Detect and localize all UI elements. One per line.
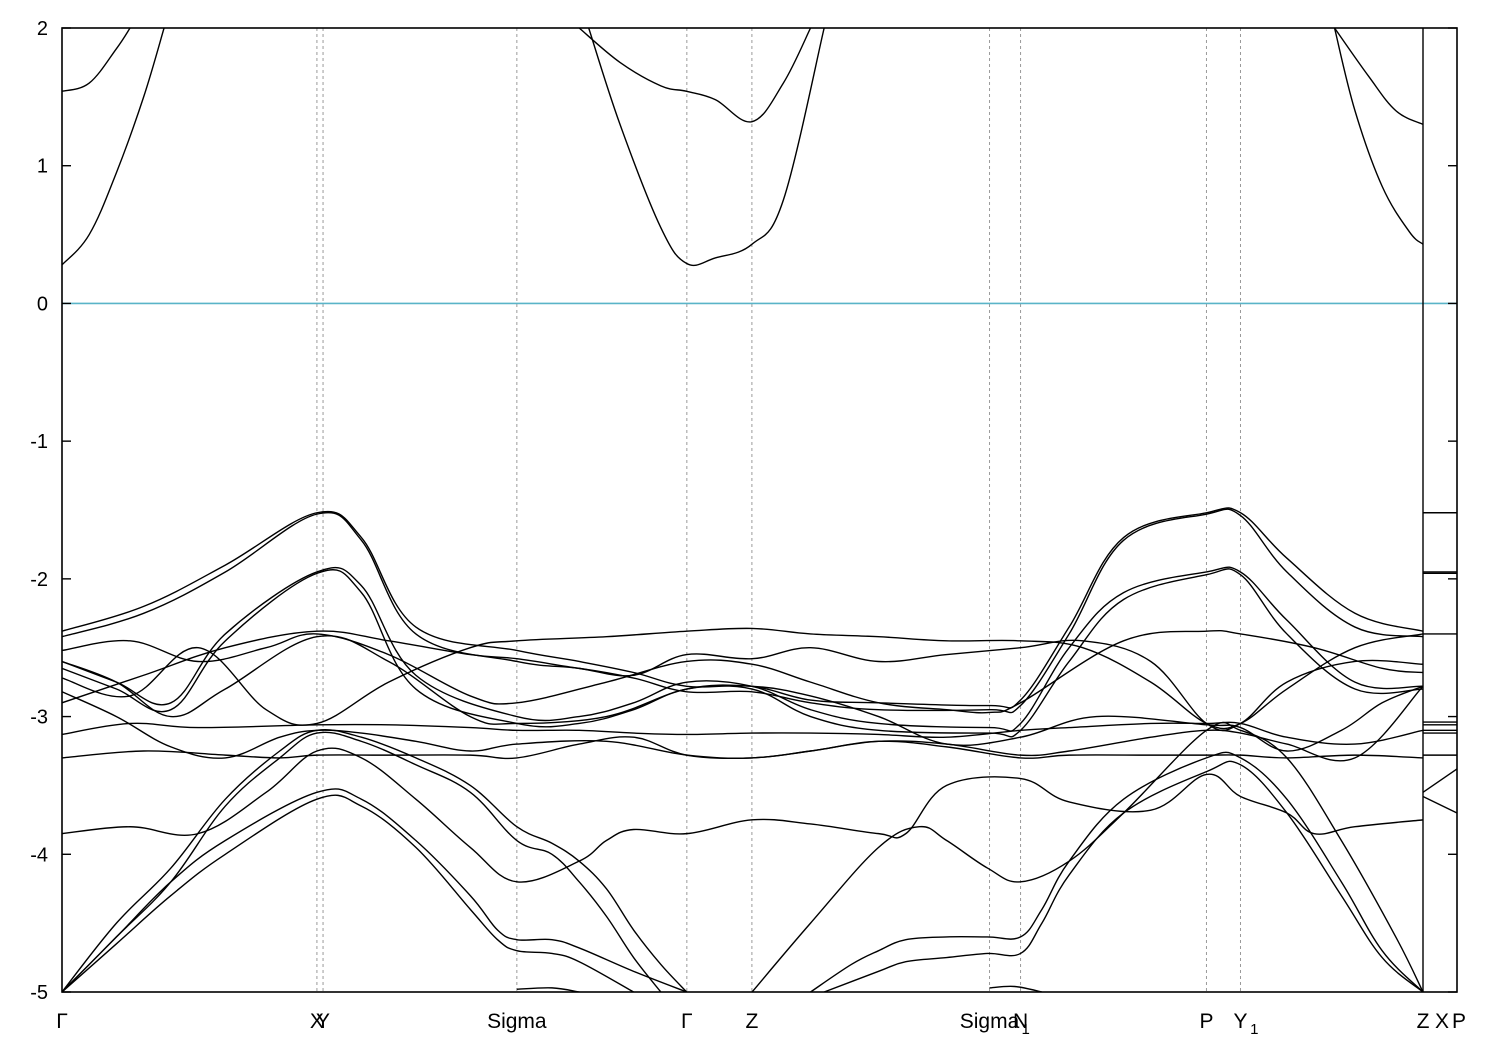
xtick-label-11: X xyxy=(1435,1010,1449,1033)
band-series xyxy=(62,28,1423,992)
band-19 xyxy=(62,731,662,992)
inset-panel xyxy=(1422,512,1458,814)
outer-frame xyxy=(61,27,1458,993)
xtick-label-7: N xyxy=(1013,1010,1028,1033)
ytick-label-4: -2 xyxy=(30,569,48,591)
band-20 xyxy=(62,788,687,992)
xtick-sub-9: 1 xyxy=(1250,1021,1258,1038)
ytick-label-6: -4 xyxy=(30,844,48,866)
band-8 xyxy=(62,566,1423,732)
xtick-label-4: Γ xyxy=(681,1010,693,1033)
band-6 xyxy=(62,507,1423,709)
ytick-label-7: -5 xyxy=(30,982,48,1004)
xtick-label-1: X xyxy=(310,1010,324,1033)
band-9 xyxy=(62,568,1423,738)
x-axis-ticks: Γ XY Sigma Γ Z Sigma 1N P Y 1 Z X P xyxy=(56,1010,1466,1038)
band-24 xyxy=(751,721,1423,992)
ytick-label-5: -3 xyxy=(30,707,48,729)
xtick-label-3: Sigma xyxy=(487,1010,547,1033)
xtick-label-6: Sigma xyxy=(960,1010,1020,1033)
ytick-label-0: 2 xyxy=(37,18,48,40)
band-23 xyxy=(823,760,1423,992)
band-11 xyxy=(62,630,1423,732)
ytick-label-2: 0 xyxy=(37,293,48,315)
y-axis-ticks: 2 1 0 -1 -2 -3 -4 -5 xyxy=(30,18,1457,1004)
band-10 xyxy=(62,629,1423,714)
band-16 xyxy=(62,736,1423,760)
band-2 xyxy=(588,28,825,267)
band-18 xyxy=(62,728,688,992)
xtick-label-10: Z xyxy=(1417,1010,1430,1033)
xtick-label-12: P xyxy=(1452,1010,1466,1033)
band-17 xyxy=(62,747,1423,883)
ytick-label-3: -1 xyxy=(30,431,48,453)
band-14 xyxy=(62,635,1423,752)
xtick-sub-6: 1 xyxy=(1022,1021,1030,1038)
band-21 xyxy=(62,794,634,992)
band-5 xyxy=(1333,28,1423,245)
plot-frame xyxy=(61,27,1458,993)
band-1 xyxy=(62,28,165,266)
band-3 xyxy=(578,28,812,123)
xtick-label-5: Z xyxy=(745,1010,758,1033)
xtick-label-2: Y xyxy=(316,1010,330,1033)
xtick-label-9: Y xyxy=(1233,1010,1247,1033)
band-12 xyxy=(62,627,1423,730)
kpoint-gridlines xyxy=(316,28,1241,992)
band-25 xyxy=(516,987,580,992)
band-26 xyxy=(989,985,1043,992)
band-4 xyxy=(1333,28,1423,126)
inset-slant-0 xyxy=(1422,768,1458,793)
band-7 xyxy=(62,508,1423,714)
xtick-label-0: Γ xyxy=(56,1010,68,1033)
ytick-label-1: 1 xyxy=(37,156,48,178)
inset-slant-1 xyxy=(1422,795,1458,814)
xtick-label-8: P xyxy=(1199,1010,1213,1033)
band-22 xyxy=(810,751,1423,992)
band-0 xyxy=(62,28,131,93)
